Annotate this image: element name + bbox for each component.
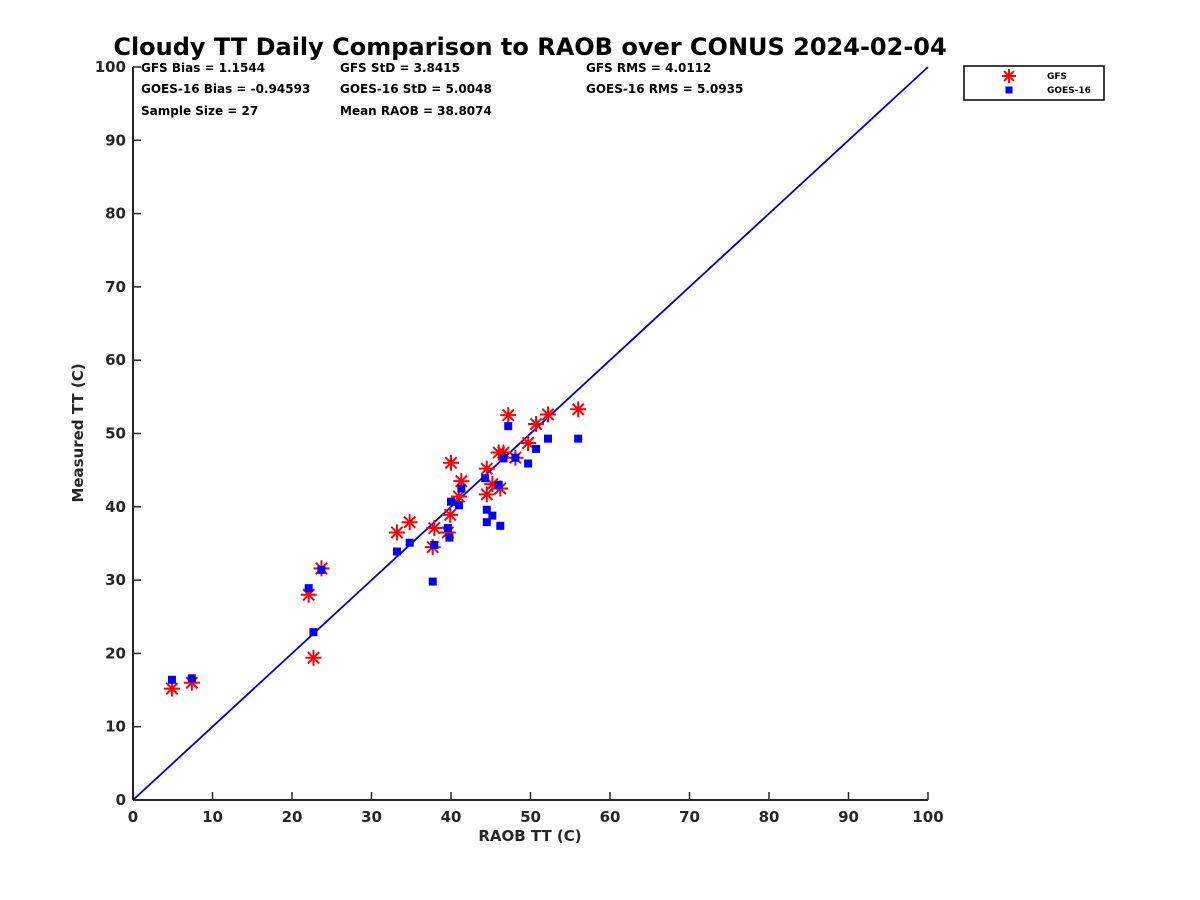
x-tick-label: 20 [282,808,303,826]
gfs-point [528,415,545,432]
goes16-point [457,484,466,493]
gfs-point [426,520,443,537]
goes16-point [482,505,491,514]
gfs-point [570,401,587,418]
stat-annotation: GOES-16 RMS = 5.0935 [586,82,743,96]
legend-label: GOES-16 [1047,86,1091,96]
legend-gfs-marker [1002,69,1016,83]
gfs-point [401,514,418,531]
x-tick-label: 30 [361,808,382,826]
stat-annotation: Sample Size = 27 [141,104,258,118]
legend-goes16-marker [1005,86,1013,94]
goes16-point [524,459,533,468]
goes16-point [454,501,463,510]
axes: 0 10 20 30 40 50 60 70 80 90 100 0 10 20 30 40 50 60 70 80 9… [95,58,944,826]
goes16-point [445,533,454,542]
y-tick-label: 30 [105,571,126,589]
goes16-point [317,565,326,574]
gfs-point [443,454,459,471]
legend-label: GFS [1047,72,1067,82]
legend-box [963,65,1105,101]
x-tick-label: 50 [520,808,541,826]
goes16-point [392,547,401,556]
gfs-point [500,407,517,424]
stat-annotation: GOES-16 StD = 5.0048 [340,82,492,96]
data-points-layer [163,401,587,697]
goes16-point [488,511,497,520]
goes16-point [532,444,541,453]
x-axis-label: RAOB TT (C) [478,827,581,845]
goes16-point [428,577,437,586]
stat-annotation: GFS RMS = 4.0112 [586,61,711,75]
gfs-point [442,506,459,523]
gfs-point [478,460,495,477]
goes16-point [304,584,313,593]
stat-annotation: GFS StD = 3.8415 [340,61,460,75]
x-tick-label: 0 [128,808,138,826]
stat-annotation: GOES-16 Bias = -0.94593 [141,82,310,96]
goes16-point [187,674,196,683]
stat-annotation: Mean RAOB = 38.8074 [340,104,492,118]
gfs-point [539,406,556,423]
legend: GFS GOES-16 [963,65,1105,101]
x-tick-label: 100 [912,808,943,826]
legend-entries: GFS GOES-16 [1002,69,1091,96]
stats-annotations: GFS Bias = 1.1544 GFS StD = 3.8415 GFS RMS… [141,61,743,118]
y-tick-label: 50 [105,425,126,443]
y-tick-label: 90 [105,131,126,149]
y-tick-label: 0 [116,791,126,809]
goes16-point [309,628,318,637]
gfs-point [520,435,537,452]
goes16-point [443,524,452,533]
goes16-point [574,434,583,443]
stat-annotation: GFS Bias = 1.1544 [141,61,265,75]
goes16-point [405,538,414,547]
goes16-point [504,422,513,431]
goes16-point [447,497,455,506]
x-tick-label: 60 [600,808,621,826]
x-tick-label: 90 [838,808,859,826]
y-tick-label: 20 [105,644,126,662]
x-tick-label: 70 [679,808,700,826]
gfs-point [388,524,405,541]
goes16-point [430,540,439,549]
y-tick-label: 10 [105,718,126,736]
reference-line-layer [132,66,929,801]
y-tick-label: 80 [105,205,126,223]
x-tick-label: 40 [441,808,462,826]
gfs-point [305,649,322,666]
goes16-point [511,453,520,462]
chart-title: Cloudy TT Daily Comparison to RAOB over … [113,33,946,61]
x-tick-label: 80 [759,808,780,826]
goes16-point [499,454,508,463]
y-axis-label: Measured TT (C) [69,363,87,502]
y-tick-label: 40 [105,498,126,516]
goes16-point [482,518,491,527]
reference-line [132,66,929,801]
goes16-point [543,434,552,443]
goes16-point [481,474,490,483]
y-tick-label: 60 [105,351,126,369]
x-tick-label: 10 [202,808,223,826]
goes16-point [494,480,503,489]
y-tick-label: 70 [105,278,126,296]
y-tick-label: 100 [95,58,126,76]
goes16-point [496,521,505,530]
goes16-point [167,675,176,684]
